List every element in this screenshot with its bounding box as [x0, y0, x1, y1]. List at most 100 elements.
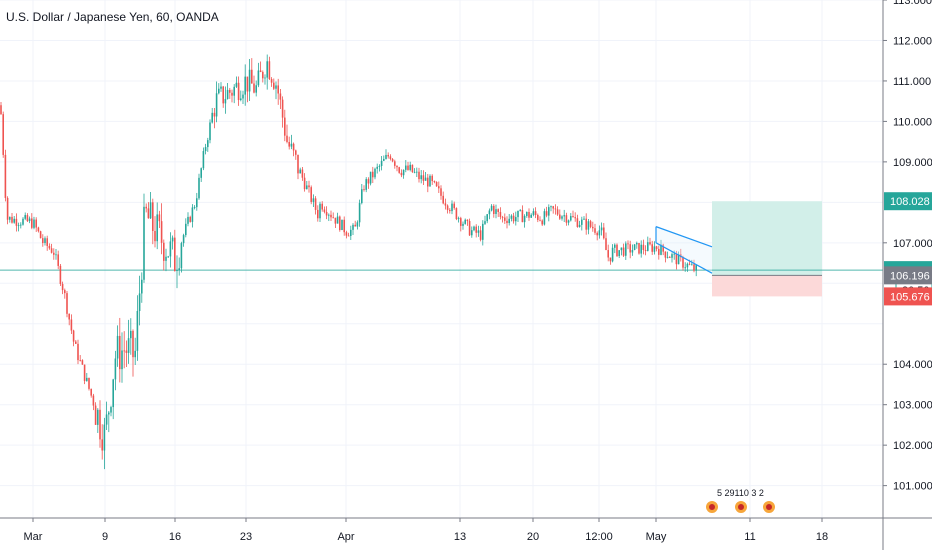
candle-body: [317, 209, 319, 219]
candle-body: [207, 140, 209, 148]
candle-body: [508, 218, 510, 224]
candle-body: [281, 99, 284, 118]
candle-body: [251, 69, 253, 84]
candle-body: [594, 228, 596, 233]
entry-price-label: 106.196: [890, 270, 930, 282]
candle-body: [493, 205, 495, 214]
candle-body: [517, 210, 519, 218]
candle-body: [262, 72, 264, 79]
candle-body: [407, 165, 409, 170]
candle-body: [561, 216, 563, 219]
target-zone: [712, 201, 822, 276]
candle-body: [312, 198, 315, 202]
candle-body: [570, 216, 572, 221]
candle-body: [191, 207, 194, 222]
candle-body: [90, 388, 92, 396]
candle-body: [380, 160, 383, 166]
candle-body: [499, 211, 502, 217]
candle-body: [37, 227, 40, 232]
candle-body: [367, 179, 370, 184]
candle-body: [475, 226, 477, 233]
candle-body: [389, 156, 392, 159]
candle-body: [633, 244, 636, 251]
candle-body: [354, 224, 356, 227]
candle-body: [176, 270, 178, 272]
candle-body: [332, 217, 334, 219]
candle-body: [651, 244, 653, 252]
candle-body: [26, 215, 29, 222]
candle-body: [655, 246, 658, 249]
candle-body: [532, 211, 535, 215]
stop-price-label-bg: [884, 287, 932, 306]
candle-body: [631, 250, 634, 253]
position-layer: [712, 201, 822, 297]
candle-body: [0, 105, 2, 115]
candle-body: [365, 179, 367, 190]
candle-body: [163, 242, 165, 261]
candle-body: [75, 341, 77, 344]
chart-title: U.S. Dollar / Japanese Yen, 60, OANDA: [6, 10, 219, 24]
candle-body: [112, 379, 114, 408]
candle-body: [385, 154, 387, 159]
candle-body: [488, 210, 491, 215]
candle-body: [675, 253, 678, 265]
candle-body: [583, 218, 585, 220]
candle-body: [684, 267, 686, 269]
candle-body: [396, 165, 398, 168]
candle-body: [345, 232, 348, 236]
candle-body: [460, 218, 462, 226]
candle-body: [61, 283, 64, 291]
candle-body: [455, 208, 458, 220]
events-layer: 5 29110 3 2: [705, 488, 776, 514]
candle-body: [363, 189, 365, 190]
candle-body: [387, 154, 389, 157]
candle-body: [319, 203, 321, 219]
candle-body: [530, 214, 532, 218]
candle-body: [336, 216, 339, 224]
candle-body: [563, 215, 565, 217]
candle-body: [202, 151, 205, 169]
candle-body: [611, 247, 614, 262]
candle-body: [462, 223, 464, 226]
candle-body: [457, 218, 460, 220]
candle-body: [11, 216, 13, 223]
candle-body: [83, 364, 86, 381]
candle-body: [17, 225, 20, 227]
candle-body: [169, 241, 172, 257]
candle-body: [99, 409, 101, 440]
candle-body: [42, 238, 44, 243]
candle-body: [504, 217, 506, 221]
candle-body: [647, 242, 649, 251]
candle-body: [286, 135, 288, 142]
candle-body: [642, 244, 645, 250]
candle-body: [512, 215, 515, 222]
candle-body: [693, 264, 695, 271]
candle-body: [482, 223, 484, 240]
candle-body: [449, 209, 451, 212]
candle-body: [308, 185, 310, 188]
candle-body: [369, 171, 372, 184]
candle-body: [526, 211, 528, 216]
candle-body: [352, 224, 354, 230]
candle-body: [154, 231, 156, 242]
y-tick-label: 112.000: [893, 35, 932, 47]
candle-body: [420, 175, 422, 180]
candle-body: [213, 112, 216, 117]
candle-body: [211, 112, 213, 123]
candle-body: [501, 216, 504, 218]
candle-body: [185, 223, 187, 236]
candle-body: [545, 211, 548, 216]
candle-body: [416, 171, 418, 173]
channel-upper-line: [655, 226, 713, 248]
candle-body: [125, 350, 128, 353]
candle-body: [477, 230, 480, 233]
candle-body: [94, 405, 97, 425]
candle-body: [552, 206, 554, 209]
candle-body: [105, 414, 108, 425]
candle-body: [578, 224, 581, 227]
candle-body: [138, 293, 141, 311]
candle-body: [603, 227, 605, 239]
